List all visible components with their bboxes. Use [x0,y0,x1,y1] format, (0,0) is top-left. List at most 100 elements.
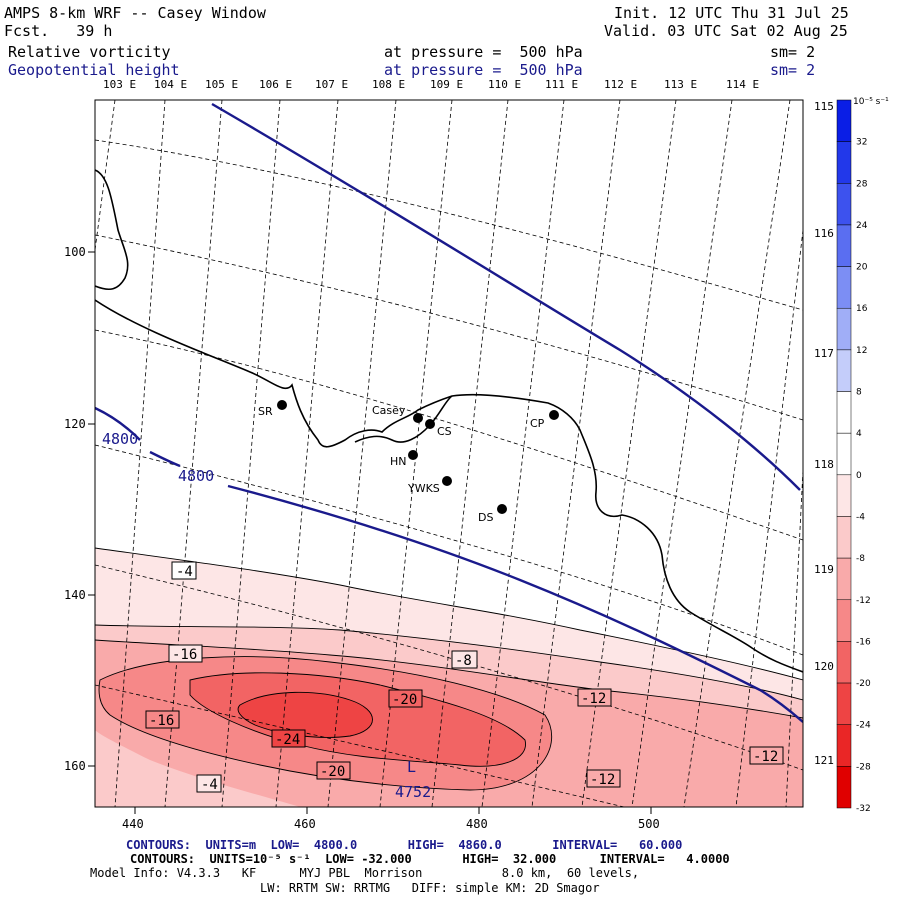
station-marker [549,410,559,420]
svg-text:103 E: 103 E [103,78,136,91]
colorbar-tick-label: -8 [856,554,865,564]
svg-text:105 E: 105 E [205,78,238,91]
svg-text:-4: -4 [201,777,218,793]
station-label: Casey [372,404,406,417]
colorbar-swatch [836,599,852,642]
station-marker [413,413,423,423]
height-contour-central [95,406,141,441]
colorbar-swatch [836,766,852,809]
svg-text:-4: -4 [176,564,193,580]
station-label: SR [258,405,273,418]
colorbar-tick-label: 28 [856,179,868,189]
forecast-hour: Fcst. 39 h [4,22,113,40]
svg-text:500: 500 [638,817,660,831]
vorticity-contour--16 [98,656,553,791]
vorticity-label: -4 [171,561,197,580]
station-label: YWKS [407,482,440,495]
vorticity-labels: -4 -16 -8 -16 -20 -12 -24 -20 -12 -12 -4 [145,561,784,793]
svg-text:100: 100 [64,245,86,259]
svg-text:140: 140 [64,588,86,602]
svg-text:460: 460 [294,817,316,831]
station-label: DS [478,511,493,524]
station-marker [442,476,452,486]
height-contour-northeast [211,102,801,491]
vorticity-fill--24 [238,692,373,738]
colorbar-swatch [836,432,852,476]
svg-text:110 E: 110 E [488,78,521,91]
station-marker [497,504,507,514]
colorbar-swatch [836,141,852,184]
svg-text:-12: -12 [581,691,606,707]
vorticity-label: -16 [145,710,180,729]
field-label-height: Geopotential height [8,61,180,79]
svg-text:-24: -24 [275,732,300,748]
station-marker [277,400,287,410]
smoothing-vorticity: sm= 2 [770,43,816,61]
vorticity-contour--24 [237,691,373,738]
svg-text:-12: -12 [590,772,615,788]
station-marker [425,419,435,429]
colorbar-swatch [836,557,852,601]
colorbar-tick-label: 8 [856,388,862,398]
vorticity-label: -20 [388,689,423,708]
colorbar-swatch [836,349,852,392]
height-label: 4800 [102,430,138,448]
colorbar-swatch [836,641,852,684]
colorbar-tick-label: 24 [856,221,868,231]
svg-text:109 E: 109 E [430,78,463,91]
vorticity-contour--4 [95,547,803,681]
station-label: HN [390,455,407,468]
svg-text:111 E: 111 E [545,78,578,91]
vorticity-contours [95,547,803,791]
footer-height-contours: CONTOURS: UNITS=m LOW= 4800.0 HIGH= 4860… [126,838,683,852]
vorticity-label: -8 [451,650,478,669]
colorbar-swatch [836,682,852,725]
svg-text:112 E: 112 E [604,78,637,91]
low-value: 4752 [395,783,431,801]
vorticity-contour--8 [95,624,803,701]
field-label-vorticity: Relative vorticity [8,43,171,61]
smoothing-height: sm= 2 [770,61,816,79]
colorbar-swatch [836,266,852,309]
svg-text:-16: -16 [172,647,197,663]
vorticity-label: -12 [577,688,612,707]
svg-text:-16: -16 [149,713,174,729]
colorbar-tick-label: 12 [856,346,867,356]
svg-text:120: 120 [64,417,86,431]
y-axis-ticks: 100 120 140 160 [64,245,95,773]
vorticity-label: -16 [168,644,203,663]
svg-text:106 E: 106 E [259,78,292,91]
svg-text:440: 440 [122,817,144,831]
height-contour-labels: 4800 4800 L 4752 [102,430,431,801]
colorbar-swatch [836,724,852,767]
svg-text:-8: -8 [455,653,472,669]
svg-text:160: 160 [64,759,86,773]
pressure-level-vorticity: at pressure = 500 hPa [384,43,583,61]
vorticity-label: -12 [586,769,621,788]
valid-time: Valid. 03 UTC Sat 02 Aug 25 [604,22,848,40]
colorbar-tick-label: -4 [856,512,865,522]
colorbar-swatch [836,307,852,351]
graticule [95,100,803,807]
vorticity-label: -4 [196,774,222,793]
vorticity-contour--12 [95,639,803,719]
colorbar-tick-label: -12 [856,596,871,606]
station-label: CS [437,425,452,438]
svg-text:480: 480 [466,817,488,831]
colorbar-swatch [836,391,852,434]
height-label: 4800 [178,467,214,485]
height-contours [95,102,803,723]
colorbar-tick-label: 20 [856,263,868,273]
colorbar-unit: 10⁻⁵ s⁻¹ [853,97,889,107]
colorbar-swatch [836,516,852,559]
svg-text:114 E: 114 E [726,78,759,91]
stations: SR Casey CS HN YWKS DS CP [258,400,559,524]
low-symbol: L [407,758,416,776]
svg-text:-20: -20 [320,764,345,780]
vorticity-shading [95,548,803,807]
footer-vorticity-contours: CONTOURS: UNITS=10⁻⁵ s⁻¹ LOW= -32.000 HI… [130,852,730,866]
coastline [95,169,803,673]
svg-text:-20: -20 [392,692,417,708]
svg-text:113 E: 113 E [664,78,697,91]
